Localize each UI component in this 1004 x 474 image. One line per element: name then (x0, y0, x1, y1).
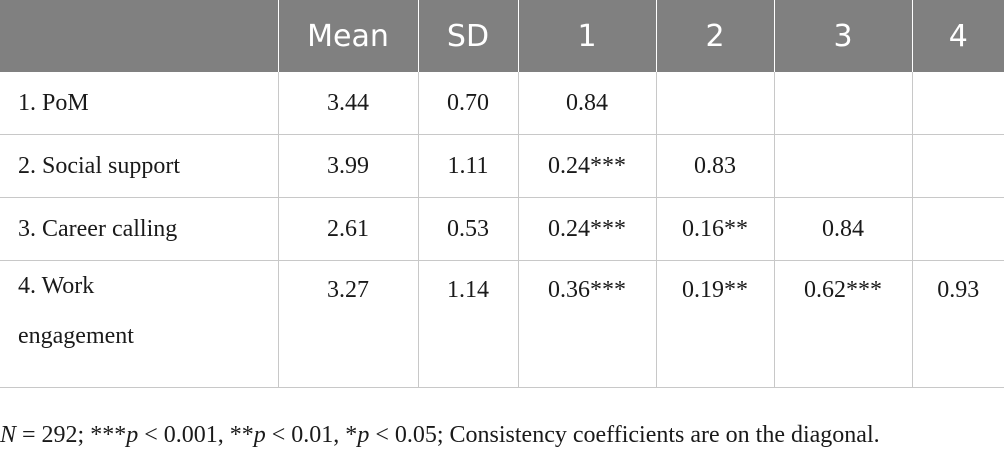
row-label: 2. Social support (0, 134, 278, 198)
cell-sd: 1.14 (417, 260, 518, 388)
note-text: < 0.01, * (265, 422, 358, 448)
note-p-symbol: p (357, 422, 370, 448)
header-cell-sd: SD (417, 0, 518, 72)
header-cell-variable (0, 0, 278, 72)
header-cell-mean: Mean (277, 0, 418, 72)
table-row: 4. Work engagement 3.27 1.14 0.36*** 0.1… (0, 260, 1004, 388)
cell-c3: 0.62*** (773, 260, 912, 388)
cell-c2: 0.19** (655, 260, 774, 388)
cell-mean: 3.27 (277, 260, 418, 388)
row-label: 1. PoM (0, 72, 278, 135)
cell-sd: 0.53 (417, 197, 518, 261)
header-cell-2: 2 (655, 0, 774, 72)
table-row: 1. PoM 3.44 0.70 0.84 (0, 72, 1004, 135)
row-label: 3. Career calling (0, 197, 278, 261)
cell-c4 (911, 134, 1004, 198)
note-p-symbol: p (253, 422, 266, 448)
cell-c2: 0.16** (655, 197, 774, 261)
cell-c4: 0.93 (911, 260, 1004, 388)
note-text: < 0.05; Consistency coefficients are on … (369, 422, 880, 448)
cell-c1: 0.84 (517, 72, 656, 135)
cell-c3: 0.84 (773, 197, 912, 261)
note-n-value: = 292; *** (16, 422, 127, 448)
note-n-symbol: N (0, 422, 17, 448)
cell-sd: 1.11 (417, 134, 518, 198)
cell-c1: 0.24*** (517, 197, 656, 261)
cell-c2: 0.83 (655, 134, 774, 198)
correlation-table: Mean SD 1 2 3 4 1. PoM 3.44 0.70 0.84 2.… (0, 0, 1004, 388)
cell-c2 (655, 72, 774, 135)
cell-c3 (773, 72, 912, 135)
header-cell-3: 3 (773, 0, 912, 72)
cell-c4 (911, 72, 1004, 135)
cell-c4 (911, 197, 1004, 261)
cell-mean: 2.61 (277, 197, 418, 261)
cell-mean: 3.99 (277, 134, 418, 198)
cell-sd: 0.70 (417, 72, 518, 135)
note-text: < 0.001, ** (138, 422, 254, 448)
header-cell-4: 4 (911, 0, 1004, 72)
cell-mean: 3.44 (277, 72, 418, 135)
table-header-row: Mean SD 1 2 3 4 (0, 0, 1004, 72)
cell-c1: 0.36*** (517, 260, 656, 388)
note-p-symbol: p (126, 422, 139, 448)
cell-c3 (773, 134, 912, 198)
table-row: 2. Social support 3.99 1.11 0.24*** 0.83 (0, 134, 1004, 198)
row-label: 4. Work engagement (0, 260, 278, 388)
cell-c1: 0.24*** (517, 134, 656, 198)
table-footnote: N = 292; ***p < 0.001, **p < 0.01, *p < … (0, 422, 880, 449)
header-cell-1: 1 (517, 0, 656, 72)
table-row: 3. Career calling 2.61 0.53 0.24*** 0.16… (0, 197, 1004, 261)
